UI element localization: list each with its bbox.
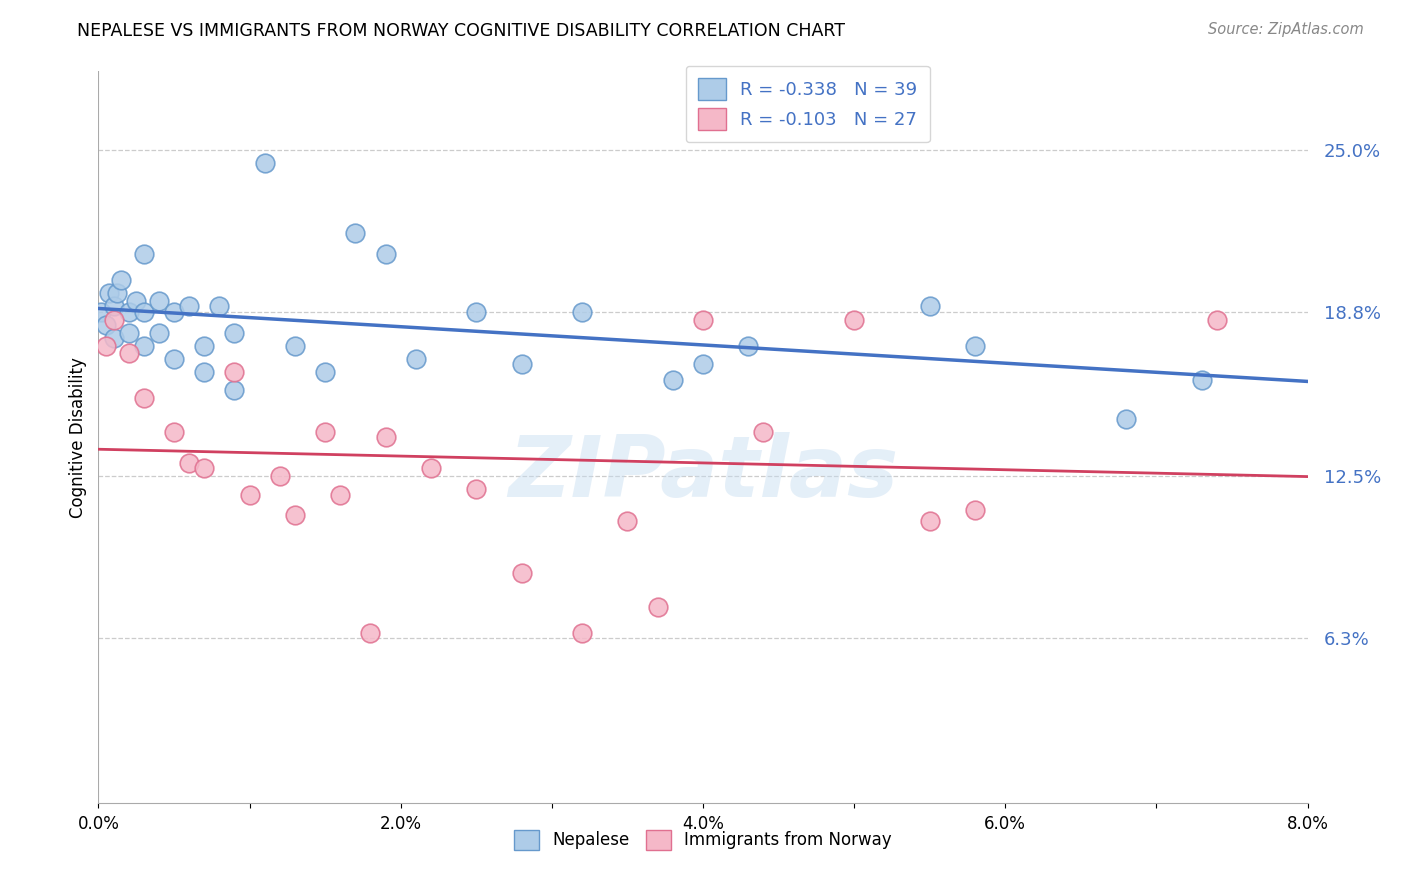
Point bbox=[224, 365, 246, 379]
Point bbox=[918, 514, 941, 528]
Point bbox=[965, 503, 987, 517]
Point bbox=[284, 339, 307, 353]
Point bbox=[405, 351, 427, 366]
Point bbox=[737, 339, 759, 353]
Point bbox=[224, 326, 246, 340]
Point bbox=[103, 331, 125, 345]
Point bbox=[374, 430, 396, 444]
Point bbox=[193, 365, 215, 379]
Point bbox=[224, 383, 246, 397]
Point bbox=[193, 339, 215, 353]
Point bbox=[314, 365, 336, 379]
Point bbox=[208, 300, 231, 314]
Point bbox=[420, 461, 443, 475]
Point bbox=[1206, 312, 1229, 326]
Y-axis label: Cognitive Disability: Cognitive Disability bbox=[69, 357, 87, 517]
Point bbox=[98, 286, 121, 301]
Point bbox=[163, 304, 186, 318]
Point bbox=[1115, 412, 1137, 426]
Point bbox=[360, 626, 382, 640]
Point bbox=[90, 304, 112, 318]
Point bbox=[344, 227, 367, 241]
Point bbox=[103, 300, 125, 314]
Point bbox=[692, 312, 714, 326]
Point bbox=[132, 247, 155, 261]
Point bbox=[329, 487, 352, 501]
Point bbox=[752, 425, 775, 439]
Point bbox=[918, 300, 941, 314]
Point bbox=[844, 312, 866, 326]
Point bbox=[465, 483, 488, 497]
Point bbox=[132, 391, 155, 405]
Point bbox=[94, 339, 117, 353]
Point bbox=[253, 156, 276, 170]
Point bbox=[692, 357, 714, 371]
Point bbox=[647, 599, 669, 614]
Point bbox=[193, 461, 215, 475]
Text: Source: ZipAtlas.com: Source: ZipAtlas.com bbox=[1208, 22, 1364, 37]
Point bbox=[163, 351, 186, 366]
Point bbox=[510, 357, 533, 371]
Point bbox=[103, 312, 125, 326]
Point bbox=[374, 247, 396, 261]
Point bbox=[269, 469, 291, 483]
Point bbox=[179, 456, 201, 470]
Point bbox=[118, 326, 141, 340]
Point bbox=[1191, 373, 1213, 387]
Point bbox=[125, 294, 148, 309]
Text: ZIPatlas: ZIPatlas bbox=[508, 432, 898, 516]
Point bbox=[239, 487, 262, 501]
Point bbox=[132, 304, 155, 318]
Point bbox=[510, 566, 533, 580]
Point bbox=[284, 508, 307, 523]
Point bbox=[616, 514, 638, 528]
Point bbox=[571, 304, 593, 318]
Point bbox=[314, 425, 336, 439]
Point bbox=[105, 286, 128, 301]
Point bbox=[571, 626, 593, 640]
Point bbox=[965, 339, 987, 353]
Point bbox=[118, 346, 141, 360]
Point bbox=[132, 339, 155, 353]
Point bbox=[661, 373, 683, 387]
Point bbox=[94, 318, 117, 332]
Point bbox=[148, 326, 170, 340]
Point bbox=[179, 300, 201, 314]
Point bbox=[163, 425, 186, 439]
Text: NEPALESE VS IMMIGRANTS FROM NORWAY COGNITIVE DISABILITY CORRELATION CHART: NEPALESE VS IMMIGRANTS FROM NORWAY COGNI… bbox=[77, 22, 845, 40]
Legend: Nepalese, Immigrants from Norway: Nepalese, Immigrants from Norway bbox=[508, 823, 898, 856]
Point bbox=[465, 304, 488, 318]
Point bbox=[110, 273, 132, 287]
Point bbox=[118, 304, 141, 318]
Point bbox=[148, 294, 170, 309]
